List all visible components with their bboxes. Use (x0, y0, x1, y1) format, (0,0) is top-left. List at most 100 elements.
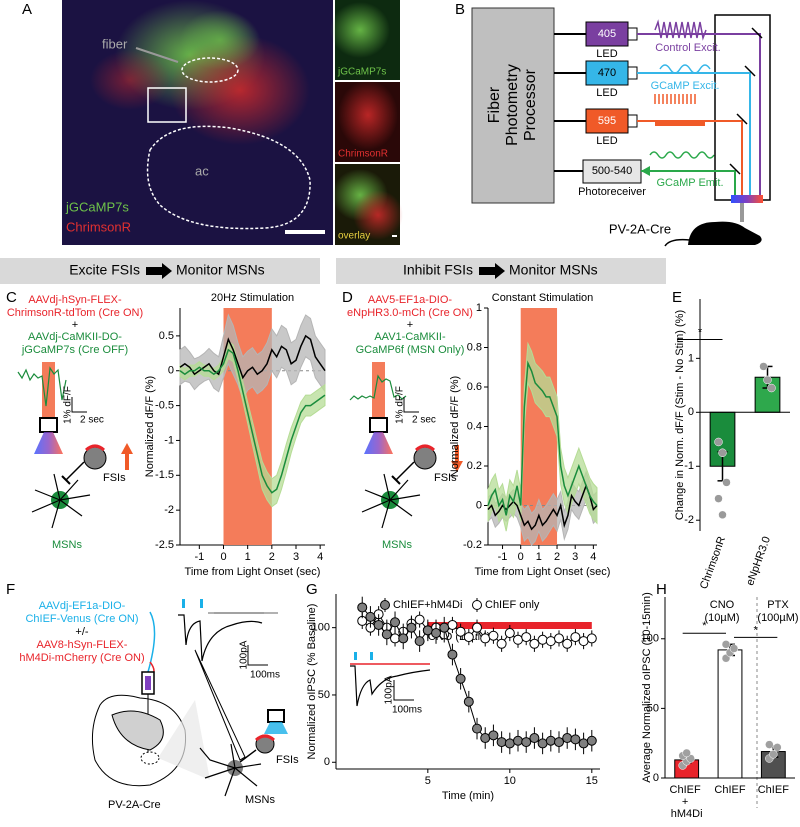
panel-label: A (22, 1, 32, 18)
x-tick-label: 0 (518, 551, 524, 563)
legend-label: ChIEF+hM4Di (393, 599, 462, 611)
scale-label: 2 sec (412, 415, 436, 426)
y-axis-label: Normalized dF/F (%) (144, 376, 156, 477)
data-point (554, 737, 565, 748)
data-point (718, 510, 727, 520)
data-point (759, 362, 768, 371)
example-trace (349, 362, 463, 529)
chart-title: 20Hz Stimulation (211, 292, 294, 304)
micrograph (62, 0, 403, 245)
y-axis-label: Normalized oIPSC (% Baseline) (306, 604, 318, 760)
inset-trace (350, 652, 431, 707)
y-tick-label: 100 (312, 622, 330, 634)
y-tick-label: 0 (476, 499, 482, 511)
x-tick-label: 1 (536, 551, 542, 563)
y-tick-label: -0.5 (155, 399, 174, 411)
data-point (721, 640, 731, 649)
data-point (513, 634, 524, 645)
significance-label: * (698, 326, 703, 338)
cell-label: MSNs (382, 539, 412, 551)
y-tick-label: 0.6 (467, 381, 482, 393)
data-point (488, 630, 499, 641)
x-tick-label: 4 (317, 551, 323, 563)
bar (717, 649, 743, 779)
processor-label: Fiber (486, 86, 503, 123)
data-point (765, 740, 774, 749)
scale-label: 100pA (384, 675, 395, 704)
data-point (714, 494, 723, 503)
cell-label: FSIs (434, 472, 457, 484)
cell-label: FSIs (103, 472, 126, 484)
data-point (769, 750, 778, 759)
data-point (414, 636, 425, 647)
data-point (463, 696, 474, 707)
panel-label: H (656, 581, 667, 598)
data-point (480, 633, 491, 644)
construct: AAV5-EF1a-DIO- (368, 294, 452, 306)
data-point (504, 738, 515, 749)
y-tick-label: -1 (684, 460, 694, 472)
data-point (357, 602, 368, 613)
scale-label: 100ms (392, 705, 422, 716)
data-point (447, 649, 458, 660)
processor-label: Photometry (504, 64, 521, 146)
data-point (570, 632, 581, 643)
condition-label: PTX (767, 599, 789, 611)
y-tick-label: 0 (168, 365, 174, 377)
data-point (773, 743, 782, 752)
line (179, 348, 326, 494)
data-point (422, 625, 433, 636)
data-point (414, 614, 425, 625)
signal-label: Control Excit. (655, 42, 720, 54)
data-point (537, 738, 548, 749)
data-point (578, 738, 589, 749)
example-trace (17, 362, 133, 529)
panel-label: B (455, 1, 465, 18)
panel-label: C (6, 289, 17, 306)
detector-label: Photoreceiver (578, 186, 646, 198)
construct: GCaMP6f (MSN Only) (356, 344, 465, 356)
y-axis-label: Average Normalized oIPSC (10-15min) (641, 592, 653, 783)
panel-label: G (306, 581, 318, 598)
x-tick-label: 5 (425, 775, 431, 787)
x-tick-label: -1 (194, 551, 204, 563)
data-point (513, 735, 524, 746)
category-label: ChrimsonR (698, 535, 728, 591)
signal-label: GCaMP Emit. (656, 177, 723, 189)
data-point (545, 735, 556, 746)
condition-label: (10µM) (704, 612, 739, 624)
data-point (718, 448, 727, 458)
mouse-label: PV-2A-Cre (108, 799, 161, 811)
construct: ChIEF-Venus (Cre ON) (25, 613, 138, 625)
x-tick-label: 1 (245, 551, 251, 563)
stain-label: jGCaMP7s (65, 199, 129, 214)
data-point (682, 748, 691, 758)
data-point (381, 629, 392, 640)
data-point (480, 733, 491, 744)
data-point (529, 733, 540, 744)
y-tick-label: 0 (653, 772, 659, 784)
photometry-diagram (471, 7, 771, 247)
construct: jGCaMP7s (Cre OFF) (21, 344, 128, 356)
scale-label: 100pA (239, 640, 250, 669)
data-point (463, 632, 474, 643)
panel-label: F (6, 581, 15, 598)
data-point (455, 673, 466, 684)
led-label: LED (596, 48, 617, 60)
construct: AAVdj-CaMKII-DO- (28, 331, 122, 343)
y-axis-label: Normalized dF/F (%) (449, 376, 461, 477)
data-point (562, 638, 573, 649)
x-tick-label: 10 (504, 775, 516, 787)
chart: -0.2 0 0.2 0.4 0.6 0.8 1 Normalized dF/F (%) Con… (449, 292, 611, 578)
y-tick-label: 0.5 (159, 330, 174, 342)
y-tick-label: 0.2 (467, 460, 482, 472)
category-label: eNpHR3.0 (744, 535, 773, 587)
banner-text: Monitor MSNs (176, 262, 265, 278)
data-point (562, 733, 573, 744)
scale-label: 2 sec (80, 415, 104, 426)
y-tick-label: -2.5 (155, 539, 174, 551)
banner-text: Inhibit FSIs (403, 262, 473, 278)
